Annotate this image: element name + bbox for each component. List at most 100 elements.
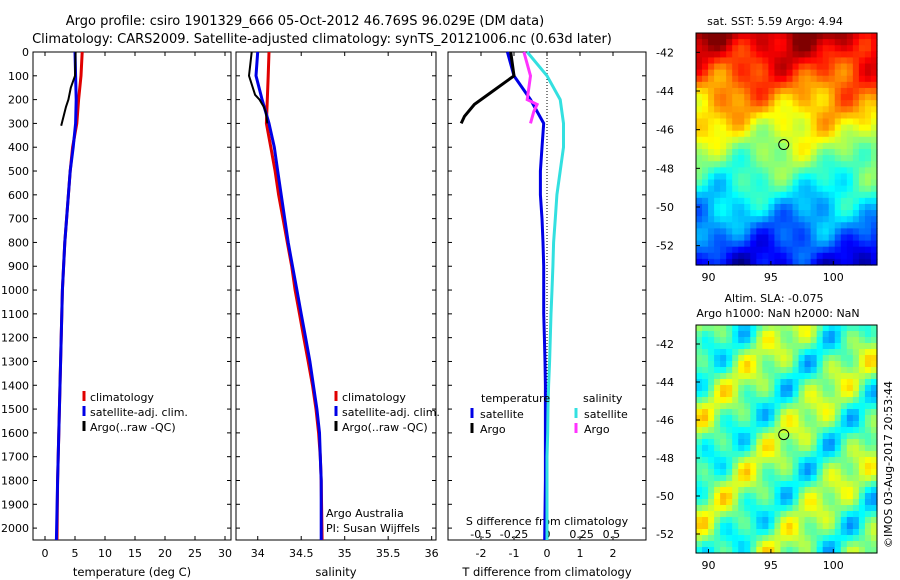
sla_map-cell [858,397,866,404]
sst_map-cell [738,136,745,144]
sla_map-cell [702,421,709,428]
sla_map-cell [750,445,757,452]
sla_map-cell [822,463,830,470]
salinity-xlabel: salinity [315,565,356,579]
sla_map-cell [720,391,727,398]
sla_map-cell [786,499,794,506]
sst_map-cell [840,234,848,242]
sst_map-cell [756,112,763,120]
sla_map-cell [786,445,794,452]
sla_map-cell [786,505,794,512]
sla_map-cell [828,349,836,356]
sla_map-cell [720,463,727,470]
sst_map-cell [840,149,848,156]
sst_map-cell [804,87,812,95]
sla_map-cell [870,379,878,386]
sst_map-cell [762,252,769,260]
sst_map-cell [732,179,739,187]
sla_map-cell [750,379,757,386]
sla_map-cell [846,379,854,386]
sla_map-cell [822,433,830,440]
sla_map-cell [786,439,794,446]
sla_map-cell [726,517,733,524]
sla_map-cell [756,523,763,530]
sla_map-cell [804,337,812,344]
sst_map-cell [804,57,812,65]
sst_map-cell [708,124,715,132]
sla_map-cell [840,457,848,464]
sst_map-cell [864,87,872,95]
sst_map-cell [780,51,788,59]
sst_map-cell [756,191,763,199]
sst_map-cell [864,100,872,107]
sla_map-cell [708,337,715,344]
sla_map-cell [732,325,739,332]
sla_map-cell [780,421,788,428]
sla_map-cell [696,511,703,518]
sst_map-cell [726,69,733,77]
sla_map-cell [816,385,824,392]
sla_map-cell [720,325,727,332]
sla_map-cell [708,469,715,476]
sst_map-cell [756,161,763,168]
sla_map-cell [726,337,733,344]
sst_map-cell [714,191,721,199]
sla_map-cell [870,355,878,362]
sst_map-xtick-label: 100 [823,271,844,284]
depth-tick-label: 200 [8,94,29,107]
sla_map-cell [762,361,769,368]
sst_map-cell [762,130,769,138]
sst_map-cell [822,94,830,101]
sla_map-cell [864,475,872,482]
sla_map-cell [780,379,788,386]
sla_map-cell [714,349,721,356]
sla_map-cell [840,349,848,356]
sst_map-cell [798,136,806,144]
sst_map-cell [792,173,800,181]
sla_map-cell [822,343,830,350]
sla_map-cell [750,463,757,470]
sla_map-cell [696,355,703,362]
sla_map-cell [780,493,788,500]
sla_map-cell [780,487,788,494]
sst_map-cell [738,246,745,254]
sla_map-cell [762,415,769,422]
sla_map-cell [804,397,812,404]
sst_map-cell [816,112,824,120]
sst_map-cell [744,216,751,223]
sst_map-cell [738,75,745,83]
depth-tick-label: 1600 [1,427,29,440]
sla_map-cell [792,415,800,422]
sst_map-cell [792,124,800,132]
sla_map-cell [858,511,866,518]
sla_map-cell [816,487,824,494]
sst_map-cell [804,246,812,254]
sla_map-cell [738,469,745,476]
salinity-series-1 [254,51,323,540]
sst_map-cell [840,106,848,113]
sla_map-cell [762,469,769,476]
sst_map-cell [780,234,788,242]
sla_map-cell [780,445,788,452]
sst_map-cell [714,197,721,205]
sla_map-cell [858,439,866,446]
sla_map-ytick-label: -42 [656,338,674,351]
sla_map-cell [798,547,806,554]
sst_map-cell [846,246,854,254]
depth-tick-label: 800 [8,236,29,249]
sst_map-cell [756,252,763,260]
sla_map-cell [786,367,794,374]
sla_map-cell [762,409,769,416]
sla_map-cell [840,373,848,380]
sst_map-cell [792,167,800,175]
sla_map-cell [870,403,878,410]
sst_map-cell [726,149,733,156]
sst_map-cell [858,167,866,175]
sst_map-cell [696,39,703,46]
sla_map-cell [708,379,715,386]
sst_map-cell [840,222,848,229]
sst_map-cell [744,167,751,175]
sla_map-cell [714,469,721,476]
sla_map-cell [738,331,745,338]
sla_map-cell [726,415,733,422]
